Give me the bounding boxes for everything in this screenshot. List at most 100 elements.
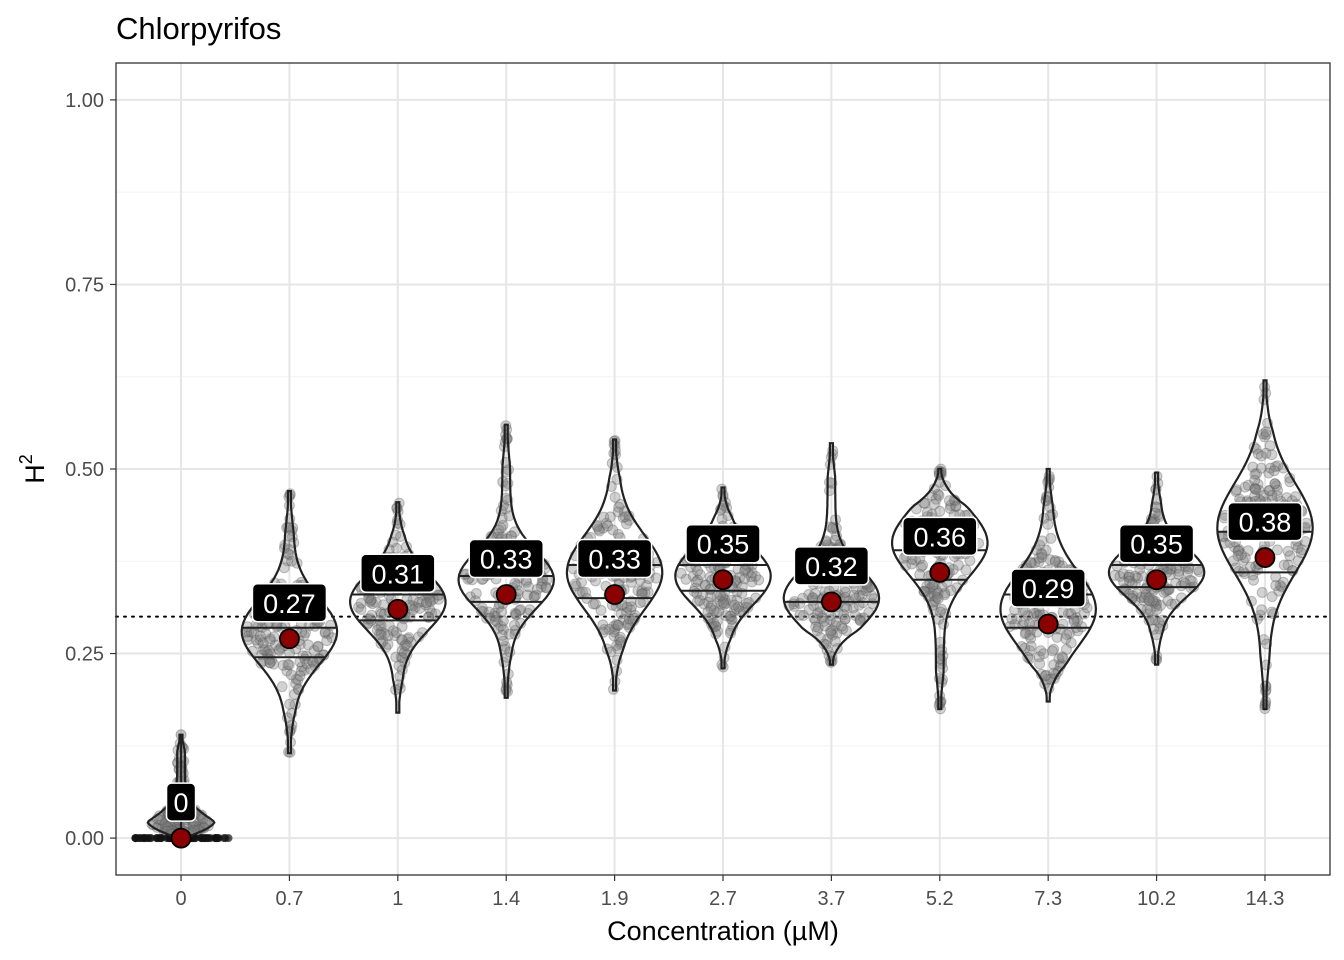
jitter-point [1056,651,1068,663]
jitter-point [391,542,402,554]
jitter-point [634,597,646,609]
jitter-point [914,569,926,580]
jitter-point [690,576,702,588]
jitter-point [854,614,866,626]
jitter-point [692,574,704,586]
jitter-point [285,669,297,681]
jitter-point [931,591,943,603]
jitter-point [943,495,955,507]
jitter-point [716,598,728,610]
jitter-point [1068,613,1080,625]
jitter-point [930,493,942,505]
jitter-point [270,639,281,651]
jitter-point [379,628,390,640]
jitter-point [622,619,633,631]
jitter-point [393,660,405,672]
jitter-point [490,611,501,623]
y-tick-label: 0.00 [65,828,104,850]
jitter-point [824,485,835,497]
jitter-point [797,592,809,604]
jitter-point [1278,559,1290,571]
jitter-point [1025,632,1037,644]
jitter-point [254,634,266,646]
jitter-point [745,571,757,582]
jitter-point [532,583,543,595]
mean-label-box [1227,501,1303,542]
mean-label-text: 0.35 [1130,530,1183,560]
jitter-point [503,464,514,476]
jitter-point [936,644,948,656]
jitter-point [1249,483,1261,495]
jitter-point [382,638,394,650]
jitter-point [424,604,436,616]
jitter-point [290,673,302,685]
jitter-point [536,578,548,590]
jitter-point [1179,577,1191,589]
jitter-point [284,698,296,710]
jitter-point [1114,570,1126,582]
jitter-point [915,561,927,573]
violin-outline [457,423,556,699]
jitter-point [854,614,866,626]
jitter-point [1270,480,1282,492]
jitter-point [1147,595,1159,606]
jitter-point [1290,491,1302,503]
axes: 0.00 0.25 0.50 0.75 1.00 0 0.7 1 1.4 1.9 2.7 3.7 5.2… [65,90,1284,910]
jitter-point [809,588,821,600]
jitter-point [733,601,744,613]
jitter-point [739,573,750,585]
jitter-point [1258,489,1270,501]
jitter-point [1143,592,1155,604]
violin-outline [1107,471,1206,666]
violin-outline [999,467,1098,703]
mean-label-text: 0.27 [263,589,316,619]
jitter-point [945,499,957,511]
jitter-point [136,834,144,843]
jitter-point [1239,481,1251,493]
jitter-point [396,634,408,646]
x-tick-label: 10.2 [1137,888,1176,910]
jitter-point [274,645,285,657]
mean-label-layer: 0 0.27 0.31 0.33 0.33 0.35 0.32 0.36 0.29 0.35 0.3… [165,501,1303,822]
jitter-point [698,598,710,610]
jitter-point [853,590,865,601]
jitter-point [704,591,716,603]
jitter-point [860,585,872,597]
jitter-point [825,627,837,639]
jitter-point [719,594,731,606]
y-axis-title-superscript: 2 [16,454,36,464]
jitter-point [1272,484,1284,496]
jitter-point [609,491,621,503]
jitter-point [939,587,951,599]
jitter-point [607,524,619,536]
jitter-point [1153,617,1165,628]
jitter-point [742,567,754,579]
jitter-point [496,629,508,641]
jitter-point [1046,645,1058,657]
jitter-point [1051,631,1063,643]
jitter-point [807,600,819,611]
jitter-point [611,619,622,630]
jitter-point [822,633,833,645]
jitter-point [591,521,603,533]
mean-label-box [685,523,761,564]
jitter-point [1253,484,1265,496]
jitter-point [1131,588,1143,600]
jitter-point [1255,450,1267,462]
y-tick-label: 0.50 [65,459,104,481]
jitter-point [714,595,726,607]
jitter-point [623,613,635,625]
jitter-point [818,615,830,627]
jitter-point [720,610,732,622]
jitter-point [375,606,387,618]
jitter-point [1018,616,1030,628]
jitter-point [1252,478,1264,490]
jitter-point [626,601,637,613]
mean-point [170,827,192,849]
jitter-point [193,820,205,832]
jitter-point [1036,551,1048,563]
jitter-point [1256,587,1268,598]
jitter-point [743,596,755,608]
jitter-point [312,640,324,652]
jitter-point [1024,629,1036,641]
